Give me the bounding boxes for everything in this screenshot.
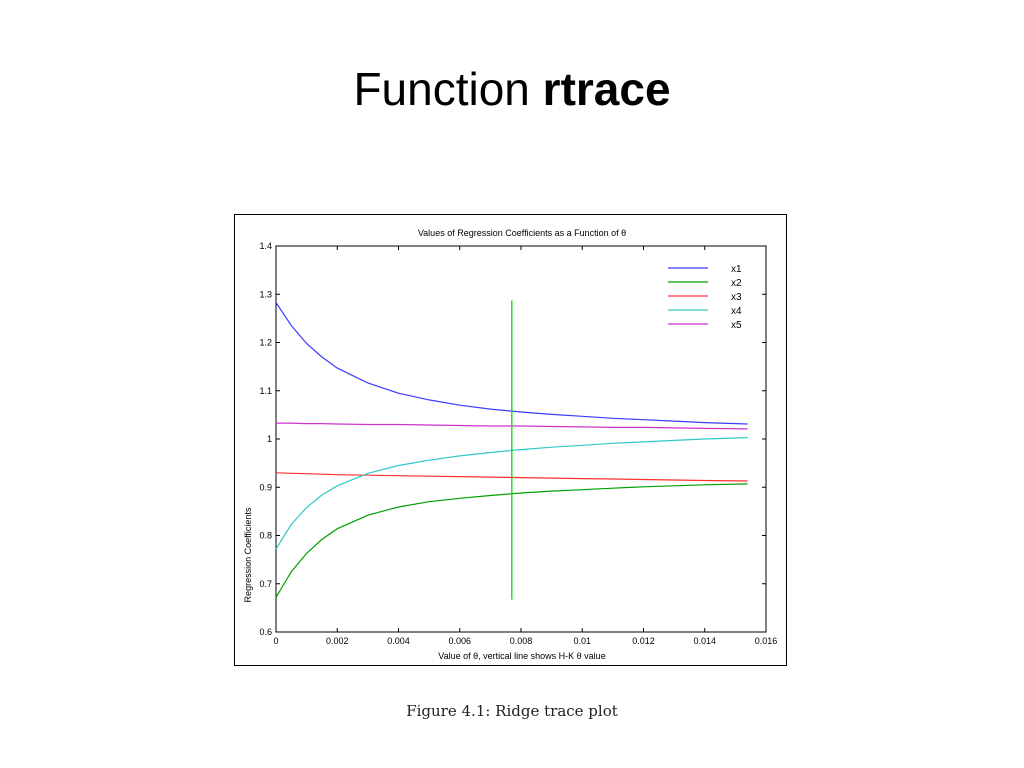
y-axis-label: Regression Coefficients: [243, 507, 253, 602]
series-line-x2: [275, 483, 748, 598]
series-layer: [275, 300, 748, 600]
x-tick-label: 0.012: [632, 636, 655, 646]
x-tick-label: 0.002: [326, 636, 349, 646]
legend-label-x4: x4: [731, 306, 742, 317]
axes-layer: 0 0.002 0.004 0.006 0.008 0.01 0.012 0.014 0.016…: [259, 241, 777, 646]
y-tick-label: 0.7: [259, 579, 272, 589]
figure-caption: Figure 4.1: Ridge trace plot: [406, 702, 618, 720]
series-line-x4: [275, 437, 748, 550]
x-tick-label: 0.016: [755, 636, 778, 646]
legend-label-x5: x5: [731, 320, 742, 331]
y-tick-label: 1.4: [259, 241, 272, 251]
x-tick-label: 0.006: [448, 636, 471, 646]
y-tick-label: 1: [267, 434, 272, 444]
x-tick-label: 0.01: [573, 636, 591, 646]
legend-label-x3: x3: [731, 292, 742, 303]
x-tick-label: 0.008: [510, 636, 533, 646]
legend: x1 x2 x3 x4 x5: [668, 264, 742, 331]
y-tick-label: 1.3: [259, 289, 272, 299]
legend-label-x1: x1: [731, 264, 742, 275]
legend-label-x2: x2: [731, 278, 742, 289]
x-tick-label: 0.004: [387, 636, 410, 646]
ridge-trace-chart: Values of Regression Coefficients as a F…: [243, 228, 777, 661]
y-tick-label: 0.8: [259, 531, 272, 541]
series-line-x3: [275, 472, 748, 482]
x-tick-label: 0.014: [693, 636, 716, 646]
slide-title-bold: rtrace: [542, 63, 671, 115]
slide-title: Function rtrace: [0, 62, 1024, 117]
y-tick-label: 0.6: [259, 627, 272, 637]
y-tick-label: 0.9: [259, 482, 272, 492]
y-tick-label: 1.1: [259, 386, 272, 396]
chart-title: Values of Regression Coefficients as a F…: [418, 228, 626, 238]
x-axis-label: Value of θ, vertical line shows H-K θ va…: [438, 651, 605, 661]
series-line-x5: [276, 422, 748, 430]
series-line-x1: [275, 302, 748, 425]
x-tick-label: 0: [273, 636, 278, 646]
y-tick-label: 1.2: [259, 338, 272, 348]
slide-title-plain: Function: [353, 63, 543, 115]
figure-frame: Values of Regression Coefficients as a F…: [234, 214, 787, 666]
